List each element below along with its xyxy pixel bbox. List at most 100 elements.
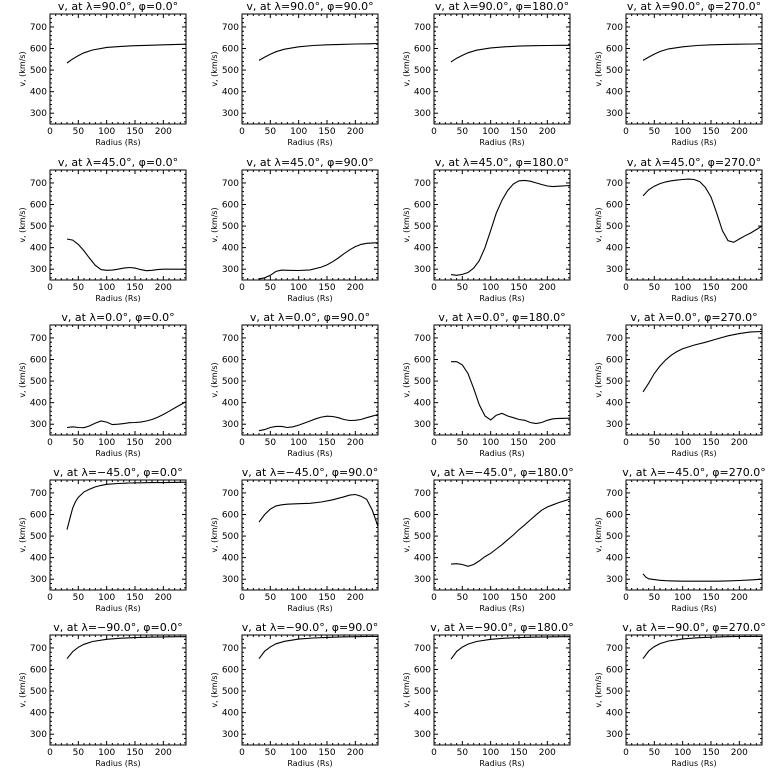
- x-tick-label: 50: [457, 593, 469, 603]
- y-tick-label: 300: [30, 730, 47, 740]
- y-tick-label: 500: [606, 222, 623, 232]
- x-tick-label: 50: [457, 127, 469, 137]
- y-tick-label: 500: [414, 66, 431, 76]
- y-tick-label: 400: [222, 88, 239, 98]
- panel-16: v, at λ=−45.0°, φ=270.0° 0 50 100 150 200 300 4…: [594, 466, 766, 613]
- y-axis-label: v, (km/s): [402, 362, 411, 397]
- x-tick-label: 150: [126, 748, 143, 758]
- velocity-line: [258, 493, 378, 527]
- y-tick-label: 500: [606, 532, 623, 542]
- y-tick-label: 500: [414, 222, 431, 232]
- y-axis-label: v, (km/s): [210, 362, 219, 397]
- y-tick-label: 700: [222, 489, 239, 499]
- y-tick-label: 600: [222, 356, 239, 366]
- x-tick-label: 150: [126, 283, 143, 293]
- y-tick-label: 700: [414, 334, 431, 344]
- panel-title: v, at λ=90.0°, φ=0.0°: [58, 0, 178, 13]
- x-tick-label: 200: [731, 438, 748, 448]
- y-tick-label: 300: [222, 109, 239, 119]
- y-axis-label: v, (km/s): [594, 517, 603, 552]
- velocity-line: [66, 43, 186, 64]
- x-tick-label: 150: [126, 127, 143, 137]
- y-axis-label: v, (km/s): [18, 517, 27, 552]
- y-tick-label: 500: [30, 222, 47, 232]
- x-tick-label: 50: [73, 127, 85, 137]
- y-tick-label: 400: [606, 244, 623, 254]
- y-tick-label: 700: [222, 23, 239, 33]
- x-tick-label: 0: [623, 438, 629, 448]
- plot-frame: [49, 169, 187, 281]
- x-tick-label: 50: [73, 748, 85, 758]
- x-tick-label: 50: [73, 438, 85, 448]
- y-axis-label: v, (km/s): [402, 51, 411, 86]
- x-tick-label: 50: [265, 748, 277, 758]
- y-tick-label: 400: [414, 554, 431, 564]
- y-tick-label: 300: [414, 420, 431, 430]
- x-tick-label: 100: [290, 438, 307, 448]
- panel-10: v, at λ=0.0°, φ=90.0° 0 50 100 150 200 300 400 5…: [210, 311, 379, 458]
- y-axis-label: v, (km/s): [210, 672, 219, 707]
- y-tick-label: 300: [414, 575, 431, 585]
- y-tick-label: 500: [222, 687, 239, 697]
- panel-title: v, at λ=90.0°, φ=90.0°: [246, 0, 373, 13]
- velocity-line: [66, 238, 186, 272]
- x-tick-label: 200: [539, 283, 556, 293]
- y-tick-label: 500: [30, 66, 47, 76]
- panel-title: v, at λ=−90.0°, φ=90.0°: [242, 621, 378, 634]
- y-tick-label: 500: [606, 687, 623, 697]
- y-axis-label: v, (km/s): [18, 362, 27, 397]
- x-tick-label: 100: [482, 438, 499, 448]
- panel-title: v, at λ=45.0°, φ=180.0°: [435, 156, 569, 169]
- x-tick-label: 50: [649, 438, 661, 448]
- y-tick-label: 700: [606, 23, 623, 33]
- x-tick-label: 0: [47, 438, 53, 448]
- x-tick-label: 0: [431, 283, 437, 293]
- x-axis-label: Radius (Rs): [671, 294, 716, 303]
- x-tick-label: 100: [290, 127, 307, 137]
- x-tick-label: 0: [47, 283, 53, 293]
- y-tick-label: 400: [606, 554, 623, 564]
- panel-title: v, at λ=−45.0°, φ=180.0°: [430, 466, 573, 479]
- x-axis-label: Radius (Rs): [671, 449, 716, 458]
- x-tick-label: 150: [318, 748, 335, 758]
- x-tick-label: 200: [155, 593, 172, 603]
- x-tick-label: 150: [510, 593, 527, 603]
- plot-frame: [241, 169, 379, 281]
- x-tick-label: 0: [431, 127, 437, 137]
- y-tick-label: 600: [222, 201, 239, 211]
- x-axis-label: Radius (Rs): [287, 138, 332, 147]
- y-tick-label: 600: [30, 511, 47, 521]
- velocity-line: [450, 179, 570, 276]
- x-tick-label: 100: [290, 748, 307, 758]
- y-tick-label: 300: [606, 109, 623, 119]
- y-tick-label: 400: [222, 244, 239, 254]
- y-tick-label: 500: [414, 687, 431, 697]
- y-axis-label: v, (km/s): [594, 672, 603, 707]
- y-tick-label: 600: [606, 201, 623, 211]
- x-tick-label: 0: [47, 748, 53, 758]
- x-axis-label: Radius (Rs): [479, 759, 524, 768]
- x-tick-label: 200: [155, 438, 172, 448]
- panel-20: v, at λ=−90.0°, φ=270.0° 0 50 100 150 200 300 4…: [594, 621, 766, 768]
- y-tick-label: 700: [30, 23, 47, 33]
- panel-title: v, at λ=−45.0°, φ=0.0°: [53, 466, 182, 479]
- x-tick-label: 150: [318, 593, 335, 603]
- x-tick-label: 50: [265, 593, 277, 603]
- panel-7: v, at λ=45.0°, φ=180.0° 0 50 100 150 200 300 40…: [402, 156, 571, 303]
- y-axis-label: v, (km/s): [402, 517, 411, 552]
- y-tick-label: 400: [30, 244, 47, 254]
- y-tick-label: 700: [606, 489, 623, 499]
- x-tick-label: 150: [126, 593, 143, 603]
- x-tick-label: 150: [510, 748, 527, 758]
- x-tick-label: 150: [702, 438, 719, 448]
- y-tick-label: 400: [30, 554, 47, 564]
- y-tick-label: 400: [414, 244, 431, 254]
- x-axis-label: Radius (Rs): [287, 604, 332, 613]
- x-tick-label: 50: [73, 283, 85, 293]
- x-tick-label: 0: [239, 127, 245, 137]
- x-tick-label: 100: [674, 593, 691, 603]
- x-tick-label: 150: [510, 127, 527, 137]
- plot-frame: [433, 324, 571, 436]
- y-tick-label: 300: [222, 730, 239, 740]
